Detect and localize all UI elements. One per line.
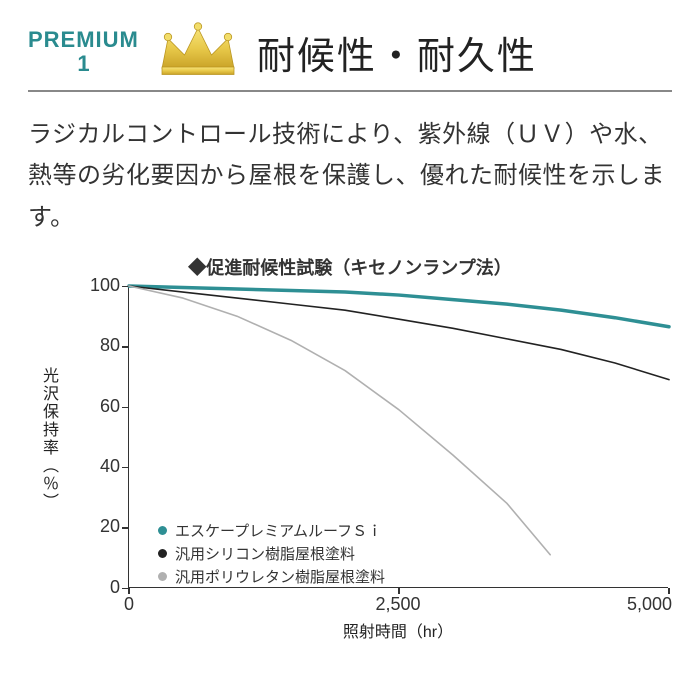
chart-series-line — [129, 286, 550, 555]
legend-dot-icon — [158, 526, 167, 535]
chart-ytick: 0 — [80, 577, 120, 598]
chart-xtick-mark — [128, 588, 130, 594]
chart-ytick: 80 — [80, 335, 120, 356]
chart-ylabel: 光沢保持率（％） — [36, 367, 60, 511]
legend-label: 汎用ポリウレタン樹脂屋根塗料 — [175, 566, 385, 587]
chart-legend-item: 汎用シリコン樹脂屋根塗料 — [158, 543, 385, 564]
chart-xlabel: 照射時間（hr） — [128, 618, 668, 642]
weather-resistance-chart: ◆促進耐候性試験（キセノンランプ法） 光沢保持率（％） 照射時間（hr） エスケ… — [28, 254, 672, 654]
chart-xtick: 5,000 — [612, 594, 672, 615]
chart-xtick-mark — [668, 588, 670, 594]
legend-dot-icon — [158, 549, 167, 558]
chart-ytick-mark — [122, 467, 128, 469]
crown-icon — [153, 20, 243, 84]
chart-legend: エスケープレミアムルーフＳｉ汎用シリコン樹脂屋根塗料汎用ポリウレタン樹脂屋根塗料 — [158, 520, 385, 589]
header-rule — [28, 90, 672, 92]
chart-ytick: 60 — [80, 396, 120, 417]
chart-series-line — [129, 286, 669, 380]
chart-ytick-mark — [122, 407, 128, 409]
chart-ytick-mark — [122, 527, 128, 529]
chart-title: ◆促進耐候性試験（キセノンランプ法） — [28, 254, 672, 280]
premium-number: 1 — [28, 52, 139, 76]
legend-label: エスケープレミアムルーフＳｉ — [175, 520, 382, 541]
chart-ytick: 100 — [80, 275, 120, 296]
legend-dot-icon — [158, 572, 167, 581]
chart-ytick: 40 — [80, 456, 120, 477]
chart-xtick-mark — [398, 588, 400, 594]
description-text: ラジカルコントロール技術により、紫外線（ＵＶ）や水、熱等の劣化要因から屋根を保護… — [28, 114, 672, 238]
chart-ytick-mark — [122, 286, 128, 288]
header: PREMIUM 1 耐候性・耐久性 — [28, 20, 672, 84]
chart-ytick-mark — [122, 346, 128, 348]
premium-badge: PREMIUM 1 — [28, 28, 139, 76]
chart-legend-item: エスケープレミアムルーフＳｉ — [158, 520, 385, 541]
page-title: 耐候性・耐久性 — [257, 25, 537, 80]
legend-label: 汎用シリコン樹脂屋根塗料 — [175, 543, 355, 564]
chart-ytick: 20 — [80, 516, 120, 537]
chart-xtick: 2,500 — [368, 594, 428, 615]
chart-legend-item: 汎用ポリウレタン樹脂屋根塗料 — [158, 566, 385, 587]
chart-xtick: 0 — [124, 594, 184, 615]
premium-word: PREMIUM — [28, 28, 139, 52]
